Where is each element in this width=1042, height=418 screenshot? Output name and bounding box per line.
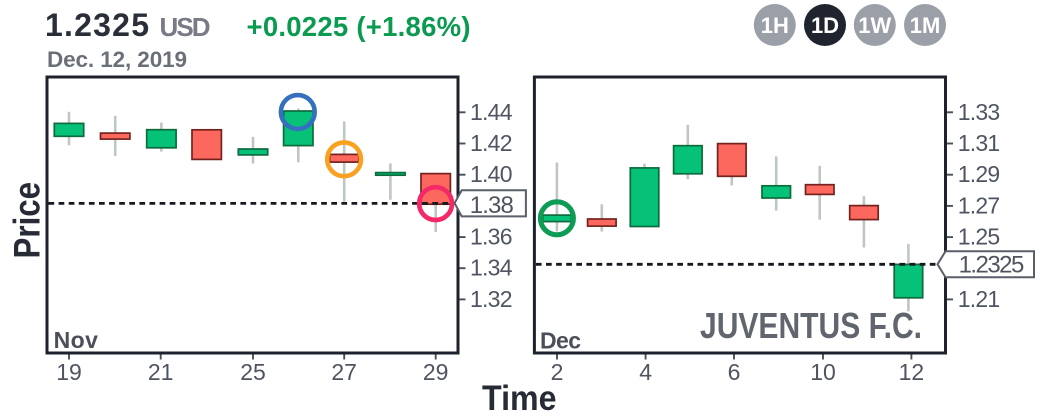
svg-text:12: 12 (899, 359, 925, 385)
svg-text:19: 19 (56, 359, 82, 385)
svg-text:Dec: Dec (540, 328, 581, 354)
svg-text:1.33: 1.33 (958, 99, 1001, 125)
svg-text:2: 2 (551, 359, 564, 385)
svg-text:1.21: 1.21 (958, 286, 1001, 312)
svg-text:1.36: 1.36 (470, 224, 513, 250)
svg-text:1.31: 1.31 (958, 130, 1001, 156)
svg-text:1H: 1H (761, 13, 789, 38)
svg-text:1.25: 1.25 (958, 224, 1001, 250)
svg-text:USD: USD (160, 12, 211, 42)
svg-text:1.40: 1.40 (470, 161, 513, 187)
svg-text:25: 25 (240, 359, 266, 385)
svg-text:21: 21 (148, 359, 174, 385)
svg-text:Time: Time (482, 379, 557, 418)
svg-text:1W: 1W (858, 13, 891, 38)
svg-text:1.34: 1.34 (470, 255, 513, 281)
svg-text:1.2325: 1.2325 (959, 251, 1025, 278)
svg-text:Price: Price (7, 182, 48, 259)
svg-text:1.42: 1.42 (470, 130, 513, 156)
svg-text:27: 27 (331, 359, 357, 385)
svg-text:+0.0225 (+1.86%): +0.0225 (+1.86%) (247, 11, 471, 42)
svg-text:Nov: Nov (54, 327, 99, 353)
svg-text:1.29: 1.29 (958, 161, 1001, 187)
svg-text:1.2325: 1.2325 (45, 7, 149, 43)
svg-text:1.27: 1.27 (958, 192, 1001, 218)
svg-text:1.32: 1.32 (470, 286, 513, 312)
svg-text:1M: 1M (910, 13, 941, 38)
svg-text:4: 4 (639, 359, 652, 385)
svg-text:1.44: 1.44 (470, 99, 513, 125)
svg-text:1D: 1D (811, 13, 839, 38)
svg-text:JUVENTUS F.C.: JUVENTUS F.C. (700, 305, 922, 346)
svg-text:Dec. 12, 2019: Dec. 12, 2019 (47, 47, 187, 72)
svg-text:10: 10 (810, 359, 836, 385)
svg-text:29: 29 (423, 359, 449, 385)
svg-text:1.38: 1.38 (470, 192, 514, 219)
svg-text:6: 6 (728, 359, 741, 385)
